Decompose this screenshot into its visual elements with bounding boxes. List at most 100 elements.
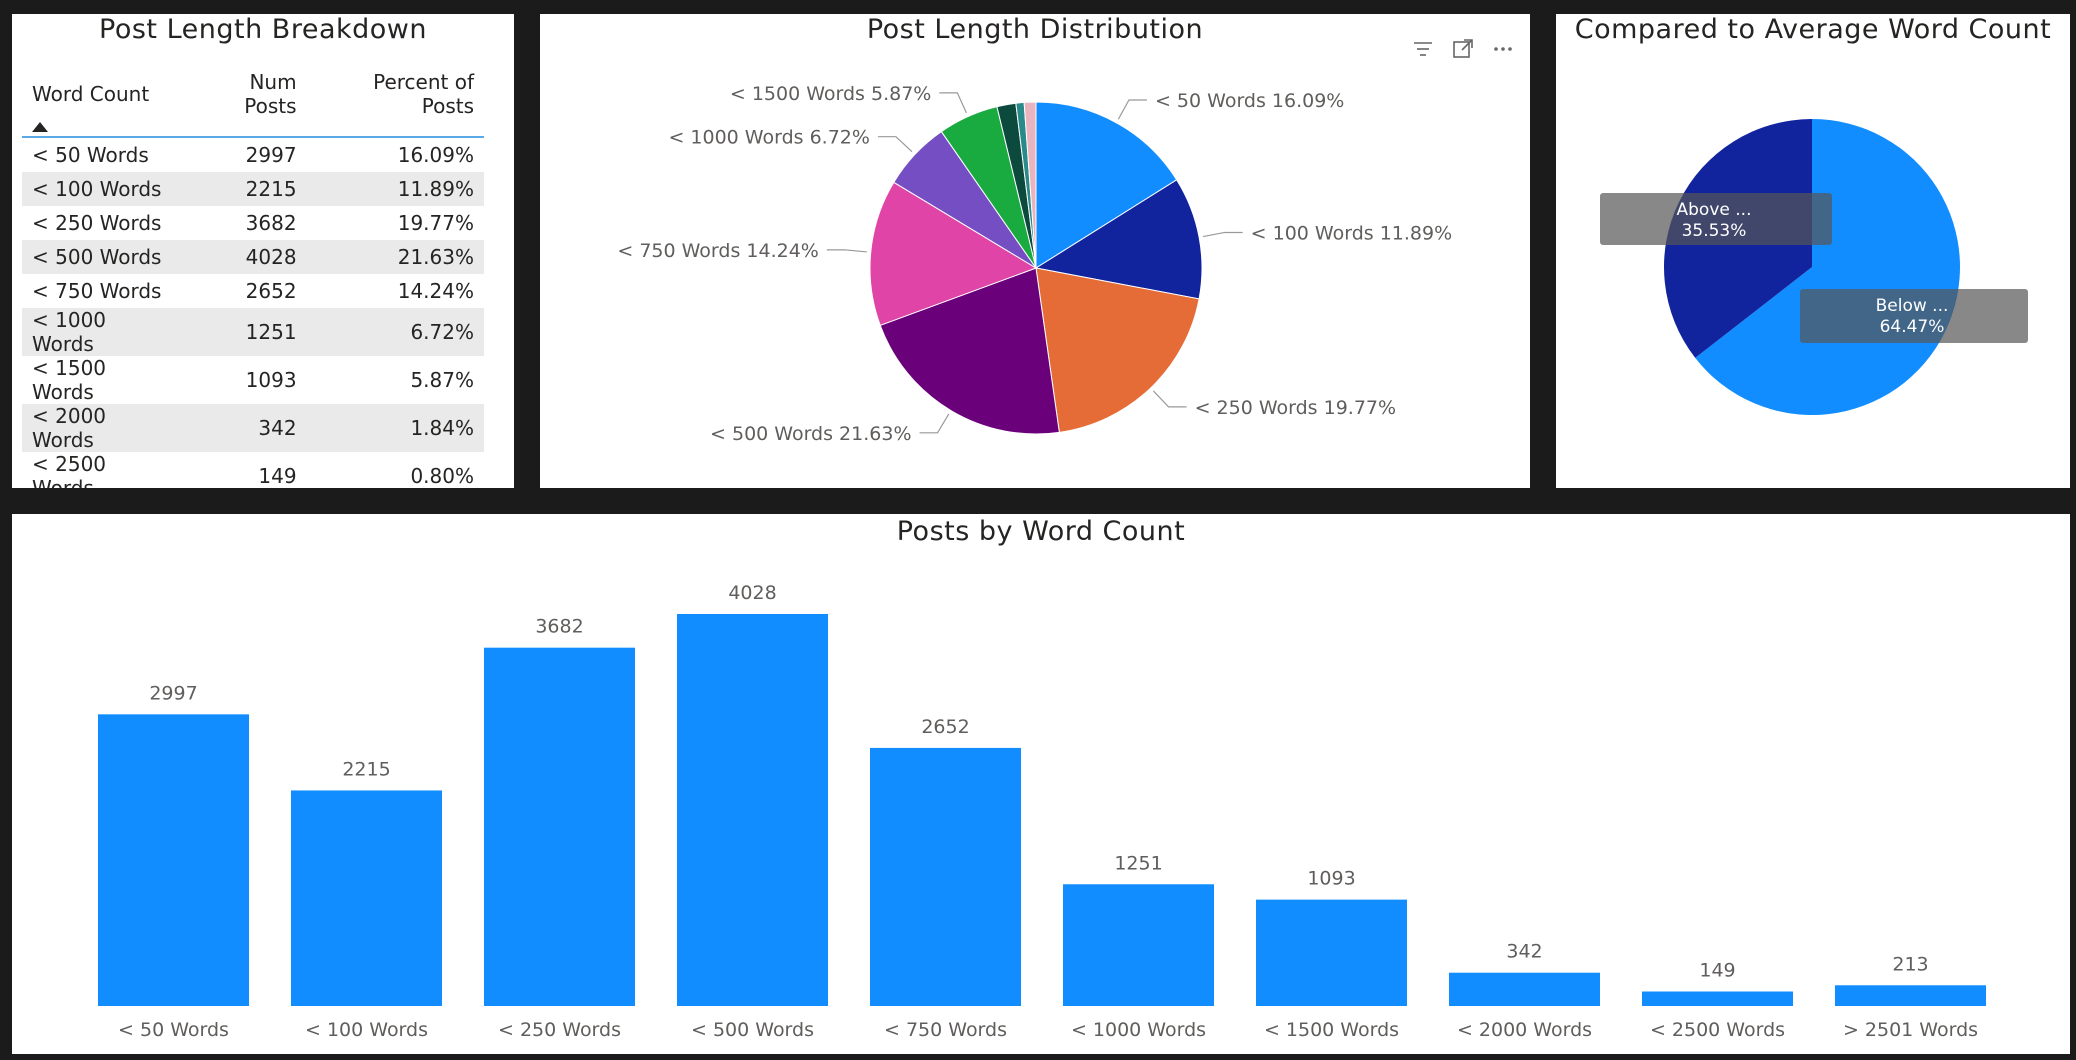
cell-percent: 14.24% (306, 274, 484, 308)
cell-num-posts: 3682 (182, 206, 307, 240)
bar-value-label: 2215 (342, 758, 390, 780)
column-header-num-posts[interactable]: Num Posts (182, 64, 307, 138)
table-row[interactable]: < 2000 Words 342 1.84% (22, 404, 484, 452)
table-row[interactable]: < 750 Words 2652 14.24% (22, 274, 484, 308)
table-body: < 50 Words 2997 16.09% < 100 Words 2215 11.89… (22, 137, 484, 488)
bar-1000-words[interactable] (1063, 884, 1214, 1006)
bar-value-label: 342 (1506, 941, 1542, 963)
cell-percent: 5.87% (306, 356, 484, 404)
focus-mode-icon[interactable] (1450, 36, 1476, 62)
bar-2000-words[interactable] (1449, 972, 1600, 1006)
column-header-percent-of-posts[interactable]: Percent of Posts (306, 64, 484, 138)
bar-category-label: < 2000 Words (1457, 1019, 1592, 1041)
table-row[interactable]: < 500 Words 4028 21.63% (22, 240, 484, 274)
table-row[interactable]: < 100 Words 2215 11.89% (22, 172, 484, 206)
bar-category-label: > 2501 Words (1843, 1019, 1978, 1041)
pie-leader-line (919, 413, 950, 434)
bar-250-words[interactable] (484, 647, 635, 1006)
bar-2501-words[interactable] (1835, 985, 1986, 1006)
pie-slice-250-words[interactable] (1035, 267, 1200, 433)
cell-word-count: < 250 Words (22, 206, 183, 240)
bar-category-label: < 500 Words (691, 1019, 814, 1041)
pie-slice-100-words[interactable] (1034, 179, 1203, 300)
pie-label-100-words: < 100 Words 11.89% (1251, 222, 1453, 244)
cell-num-posts: 2997 (182, 137, 307, 172)
bar-category-label: < 250 Words (498, 1019, 621, 1041)
pie-label-500-words: < 500 Words 21.63% (710, 423, 912, 445)
bar-750-words[interactable] (870, 747, 1021, 1006)
bar-50-words[interactable] (98, 714, 249, 1006)
bar-category-label: < 750 Words (884, 1019, 1007, 1041)
column-header-word-count[interactable]: Word Count (22, 64, 183, 138)
bar-category-label: < 1500 Words (1264, 1019, 1399, 1041)
pie-slice-750-words[interactable] (869, 181, 1038, 326)
pie-leader-line (1202, 231, 1243, 238)
table-row[interactable]: < 1000 Words 1251 6.72% (22, 308, 484, 356)
compare-value-label: 64.47% (1880, 317, 1945, 337)
pie-leader-line (939, 92, 967, 114)
cell-word-count: < 1000 Words (22, 308, 183, 356)
compare-category-label: Below ... (1876, 296, 1949, 316)
cell-word-count: < 500 Words (22, 240, 183, 274)
bar-value-label: 149 (1699, 959, 1735, 981)
table-row[interactable]: < 250 Words 3682 19.77% (22, 206, 484, 240)
cell-percent: 11.89% (306, 172, 484, 206)
pie-panel: Post Length Distribution < 50 Words 16.0… (540, 14, 1530, 488)
bar-value-label: 2652 (921, 716, 969, 738)
cell-num-posts: 342 (182, 404, 307, 452)
cell-word-count: < 2500 Words (22, 452, 183, 488)
filter-icon[interactable] (1410, 36, 1436, 62)
pie-leader-line (877, 136, 913, 153)
pie-leader-line (1117, 99, 1147, 120)
pie-title: Post Length Distribution (866, 14, 1204, 45)
bar-value-label: 4028 (728, 582, 776, 604)
table-row[interactable]: < 1500 Words 1093 5.87% (22, 356, 484, 404)
pie-label-50-words: < 50 Words 16.09% (1155, 90, 1344, 112)
more-options-icon[interactable] (1490, 36, 1516, 62)
table-row[interactable]: < 2500 Words 149 0.80% (22, 452, 484, 488)
compare-label-box (1600, 193, 1832, 245)
cell-num-posts: 149 (182, 452, 307, 488)
pie-label-750-words: < 750 Words 14.24% (617, 240, 819, 262)
bar-category-label: < 2500 Words (1650, 1019, 1785, 1041)
compare-category-label: Above ... (1677, 200, 1752, 220)
compare-title: Compared to Average Word Count (1574, 14, 2052, 45)
table-header-row: Word Count Num Posts Percent of Posts (22, 64, 484, 138)
cell-percent: 21.63% (306, 240, 484, 274)
cell-word-count: < 100 Words (22, 172, 183, 206)
compare-pie-chart: Below ...64.47% Above ...35.53% (1600, 119, 2028, 416)
bar-100-words[interactable] (291, 790, 442, 1006)
pie-label-250-words: < 250 Words 19.77% (1195, 397, 1397, 419)
bar-category-label: < 100 Words (305, 1019, 428, 1041)
pie-slice-500-words[interactable] (879, 267, 1060, 435)
bar-500-words[interactable] (677, 614, 828, 1006)
bar-value-label: 2997 (149, 682, 197, 704)
pie-slice-2501-words[interactable] (1023, 101, 1037, 269)
pie-label-1500-words: < 1500 Words 5.87% (730, 83, 932, 105)
cell-num-posts: 1093 (182, 356, 307, 404)
compare-label-box (1800, 289, 2028, 343)
cell-percent: 19.77% (306, 206, 484, 240)
breakdown-table: Word Count Num Posts Percent of Posts < … (22, 64, 484, 488)
cell-word-count: < 2000 Words (22, 404, 183, 452)
sort-ascending-icon (32, 122, 48, 132)
pie-slice-50-words[interactable] (1035, 101, 1178, 269)
cell-percent: 0.80% (306, 452, 484, 488)
pie-leader-line (826, 249, 867, 253)
bar-title: Posts by Word Count (896, 516, 1186, 547)
bar-2500-words[interactable] (1642, 991, 1793, 1006)
bar-1500-words[interactable] (1256, 899, 1407, 1006)
cell-percent: 6.72% (306, 308, 484, 356)
bar-category-label: < 1000 Words (1071, 1019, 1206, 1041)
compare-panel: Compared to Average Word Count Below ...… (1556, 14, 2070, 488)
cell-word-count: < 50 Words (22, 137, 183, 172)
cell-num-posts: 1251 (182, 308, 307, 356)
table-row[interactable]: < 50 Words 2997 16.09% (22, 137, 484, 172)
bar-category-label: < 50 Words (118, 1019, 229, 1041)
visual-header-icons (1410, 36, 1516, 62)
cell-percent: 16.09% (306, 137, 484, 172)
pie-leader-line (1152, 390, 1187, 408)
table-panel: Post Length Breakdown Word Count Num Pos… (12, 14, 514, 488)
bar-value-label: 213 (1892, 953, 1928, 975)
cell-word-count: < 1500 Words (22, 356, 183, 404)
